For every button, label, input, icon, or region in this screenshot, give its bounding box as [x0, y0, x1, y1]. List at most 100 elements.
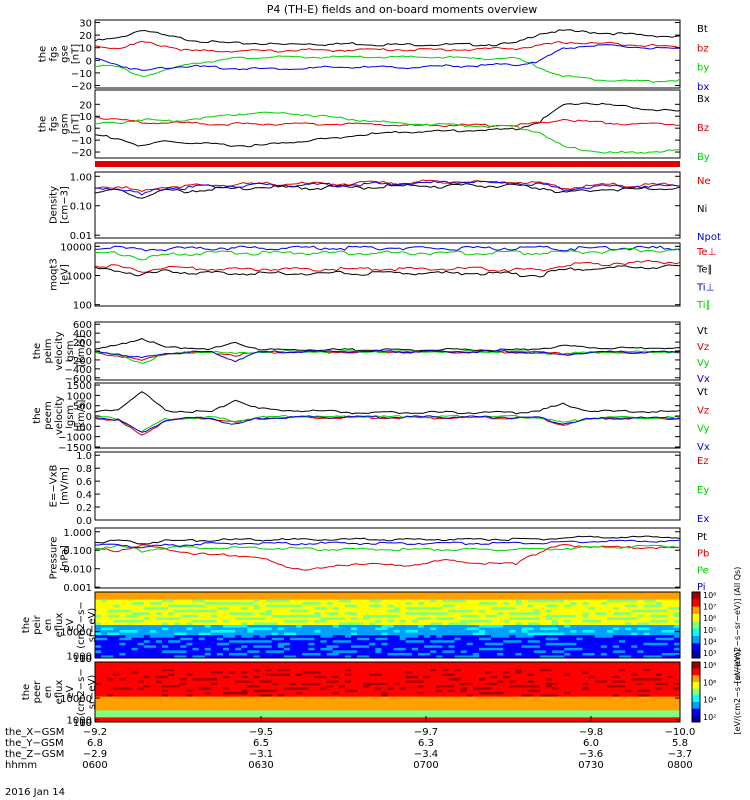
heatmap-cell: [277, 630, 285, 634]
heatmap-cell: [363, 650, 370, 654]
heatmap-cell: [290, 602, 297, 606]
heatmap-cell: [204, 635, 212, 639]
series-line-blue: [94, 44, 680, 71]
heatmap-cell: [235, 708, 242, 711]
heatmap-cell: [576, 685, 583, 688]
heatmap-cell: [381, 662, 388, 665]
heatmap-cell: [606, 705, 614, 709]
heatmap-cell: [95, 602, 102, 606]
heatmap-cell: [186, 673, 193, 677]
heatmap-cell: [588, 632, 596, 636]
heatmap-cell: [95, 640, 102, 644]
heatmap-cell: [594, 694, 602, 698]
heatmap-cell: [290, 617, 297, 621]
heatmap-cell: [143, 599, 151, 603]
heatmap-cell: [302, 635, 309, 639]
heatmap-cell: [350, 645, 358, 649]
y-tick-label: 20: [79, 31, 92, 42]
heatmap-cell: [454, 599, 462, 603]
heatmap-cell: [576, 604, 583, 608]
heatmap-cell: [344, 666, 352, 670]
heatmap-cell: [259, 635, 267, 639]
heatmap-cell: [509, 696, 516, 700]
heatmap-cell: [296, 678, 303, 681]
heatmap-cell: [649, 640, 657, 644]
heatmap-cell: [399, 607, 407, 611]
heatmap-cell: [558, 694, 565, 698]
heatmap-cell: [204, 637, 212, 641]
heatmap-cell: [405, 689, 413, 693]
heatmap-cell: [143, 678, 151, 681]
heatmap-cell: [600, 647, 608, 651]
heatmap-cell: [509, 705, 516, 709]
heatmap-cell: [637, 607, 644, 611]
heatmap-cell: [192, 645, 200, 649]
heatmap-cell: [143, 662, 151, 665]
heatmap-cell: [320, 687, 328, 691]
heatmap-cell: [375, 696, 382, 700]
heatmap-cell: [320, 625, 328, 629]
heatmap-cell: [594, 637, 602, 641]
heatmap-cell: [387, 655, 395, 659]
heatmap-cell: [186, 602, 193, 606]
heatmap-cell: [192, 678, 200, 681]
heatmap-cell: [259, 609, 267, 613]
heatmap-cell: [314, 698, 321, 702]
heatmap-cell: [539, 710, 547, 714]
heatmap-cell: [265, 696, 273, 700]
heatmap-cell: [460, 602, 468, 606]
heatmap-cell: [454, 650, 462, 654]
heatmap-cell: [472, 703, 480, 707]
heatmap-cell: [198, 662, 206, 665]
heatmap-cell: [521, 689, 529, 693]
heatmap-cell: [308, 664, 315, 668]
heatmap-cell: [149, 678, 157, 681]
heatmap-cell: [485, 632, 492, 636]
heatmap-cell: [180, 692, 187, 695]
heatmap-cell: [101, 625, 108, 629]
heatmap-cell: [113, 689, 120, 693]
heatmap-cell: [472, 597, 480, 601]
heatmap-cell: [485, 627, 492, 631]
heatmap-cell: [460, 678, 468, 681]
heatmap-cell: [320, 701, 328, 705]
heatmap-cell: [600, 671, 608, 675]
heatmap-cell: [143, 701, 151, 705]
heatmap-cell: [570, 625, 577, 629]
heatmap-cell: [503, 664, 510, 668]
heatmap-cell: [186, 671, 193, 675]
heatmap-cell: [393, 689, 401, 693]
heatmap-cell: [198, 666, 206, 670]
heatmap-cell: [113, 597, 120, 601]
heatmap-cell: [600, 664, 608, 668]
heatmap-cell: [497, 682, 504, 686]
heatmap-cell: [338, 705, 346, 709]
heatmap-cell: [168, 650, 175, 654]
heatmap-cell: [271, 666, 279, 670]
heatmap-cell: [369, 630, 376, 634]
heatmap-cell: [253, 594, 261, 598]
heatmap-cell: [539, 607, 547, 611]
heatmap-cell: [290, 619, 297, 623]
heatmap-cell: [411, 662, 419, 665]
heatmap-cell: [600, 592, 608, 596]
heatmap-cell: [619, 647, 626, 651]
heatmap-cell: [350, 647, 358, 651]
heatmap-cell: [326, 599, 334, 603]
heatmap-cell: [655, 685, 663, 688]
heatmap-cell: [168, 692, 175, 695]
heatmap-cell: [174, 685, 181, 688]
heatmap-cell: [119, 712, 126, 716]
heatmap-cell: [527, 689, 535, 693]
heatmap-cell: [326, 627, 334, 631]
heatmap-cell: [350, 701, 358, 705]
heatmap-cell: [570, 675, 577, 679]
heatmap-cell: [625, 612, 632, 616]
heatmap-cell: [661, 685, 669, 688]
heatmap-cell: [466, 689, 474, 693]
heatmap-cell: [192, 630, 200, 634]
heatmap-cell: [363, 622, 370, 626]
heatmap-cell: [491, 627, 498, 631]
heatmap-cell: [576, 612, 583, 616]
heatmap-cell: [600, 696, 608, 700]
